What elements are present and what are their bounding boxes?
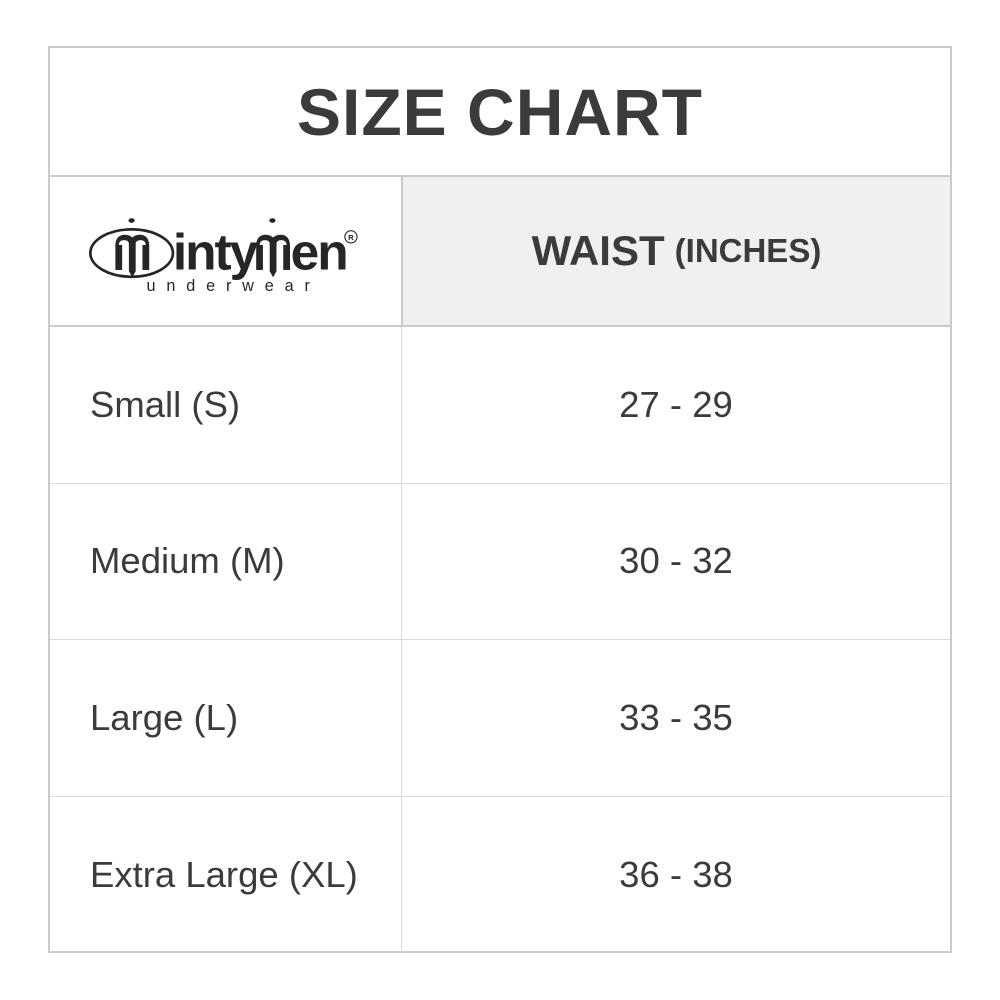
svg-text:underwear: underwear	[147, 277, 321, 295]
svg-text:R: R	[348, 233, 354, 242]
svg-text:en: en	[291, 222, 347, 280]
svg-text:inty: inty	[173, 222, 259, 280]
